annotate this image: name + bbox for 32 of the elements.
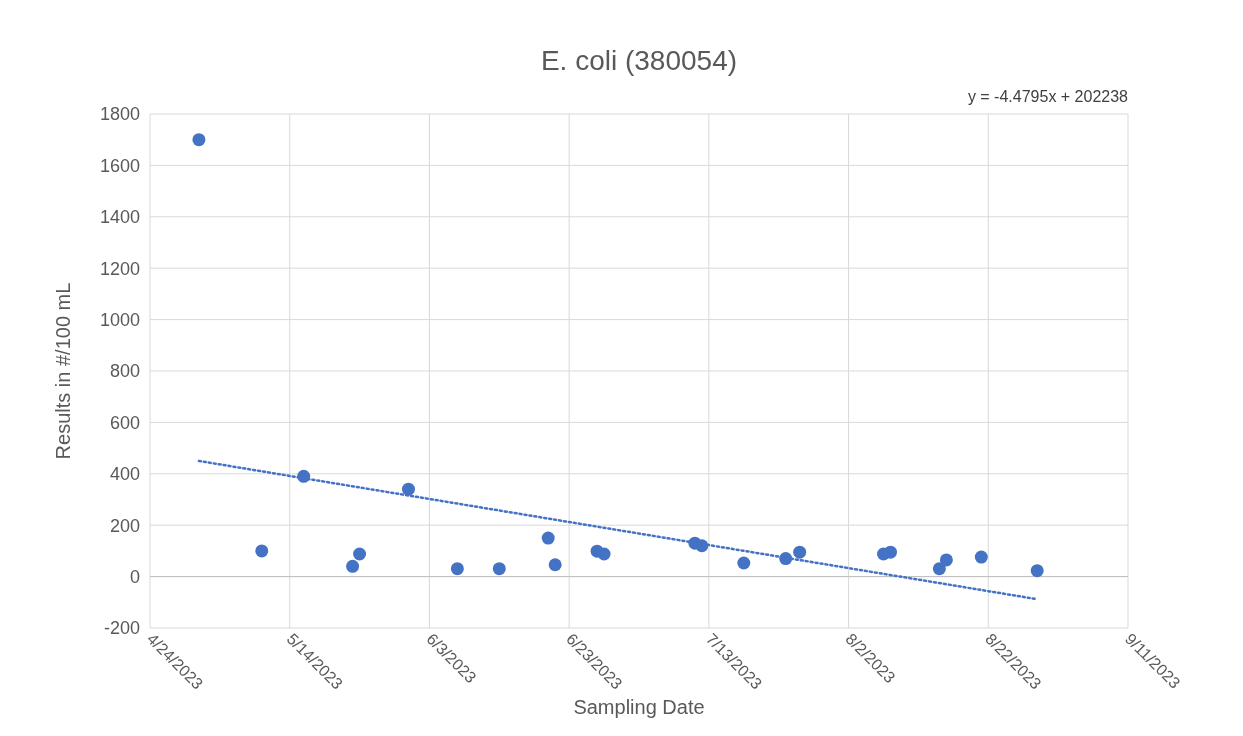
point bbox=[737, 556, 751, 570]
point bbox=[401, 482, 415, 496]
text: y = -4.4795x + 202238 bbox=[967, 88, 1129, 105]
y-tick-label: 1600 bbox=[99, 155, 140, 176]
y-tick-label: 1400 bbox=[99, 207, 140, 228]
point bbox=[939, 553, 953, 567]
y-tick-label: 800 bbox=[109, 361, 140, 382]
point bbox=[255, 544, 269, 558]
y-tick-label: 0 bbox=[129, 566, 140, 587]
point bbox=[541, 531, 555, 545]
point bbox=[1030, 564, 1044, 578]
point bbox=[793, 545, 807, 559]
point bbox=[192, 133, 206, 147]
y-tick-label: 1200 bbox=[99, 258, 140, 279]
y-axis-title: Results in #/100 mL bbox=[52, 282, 74, 460]
y-tick-label: 600 bbox=[109, 412, 140, 433]
y-tick-label: 200 bbox=[109, 515, 140, 536]
point bbox=[932, 562, 946, 576]
y-tick-label: 400 bbox=[109, 464, 140, 485]
point bbox=[883, 545, 897, 559]
point bbox=[450, 562, 464, 576]
y-tick-label: 1000 bbox=[99, 309, 140, 330]
point bbox=[492, 562, 506, 576]
y-tick-label: 1800 bbox=[99, 104, 140, 125]
point bbox=[346, 559, 360, 573]
x-axis-title: Sampling Date bbox=[573, 696, 705, 718]
chart-title: E. coli (380054) bbox=[540, 45, 738, 76]
point bbox=[548, 558, 562, 572]
point bbox=[974, 550, 988, 564]
point bbox=[597, 547, 611, 561]
point bbox=[353, 547, 367, 561]
y-tick-label: -200 bbox=[103, 618, 140, 639]
